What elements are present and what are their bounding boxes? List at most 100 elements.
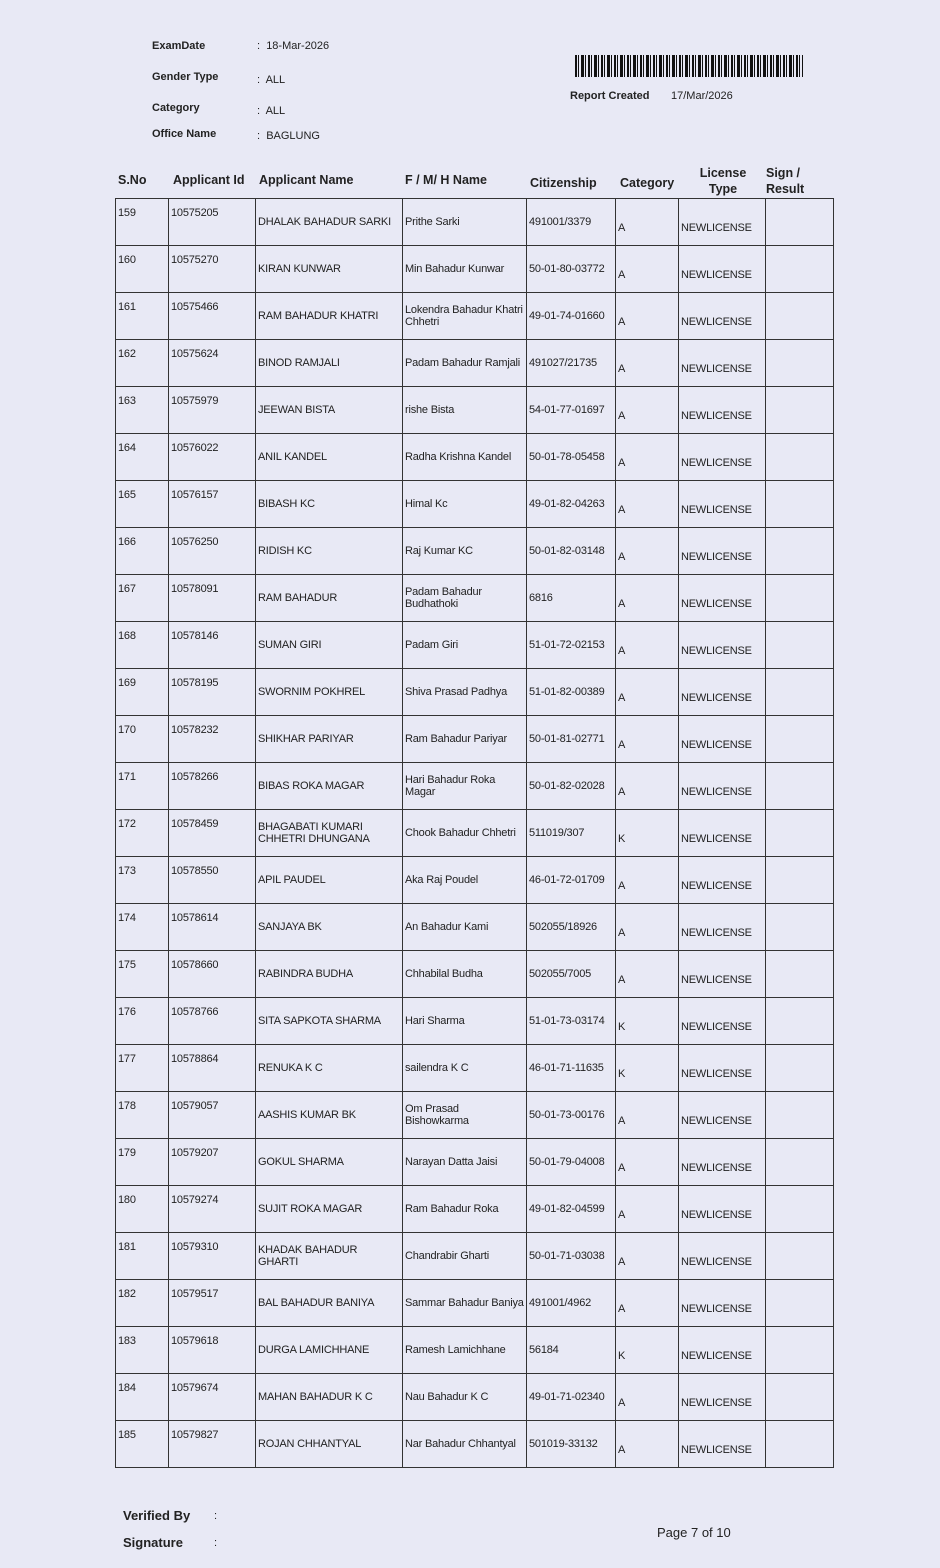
table-row: 171 10578266 BIBAS ROKA MAGAR Hari Bahadur … (115, 762, 834, 810)
cell-license-type: NEWLICENSE (678, 950, 766, 998)
cell-fmh-name: Hari Sharma (402, 997, 527, 1045)
cell-sno: 180 (115, 1185, 169, 1233)
report-created-label: Report Created (570, 90, 650, 102)
table-row: 160 10575270 KIRAN KUNWAR Min Bahadur Kunwa… (115, 245, 834, 293)
column-header-applicant-id: Applicant Id (173, 173, 245, 187)
cell-sno: 182 (115, 1279, 169, 1327)
cell-license-type: NEWLICENSE (678, 292, 766, 340)
cell-sign-result[interactable] (765, 574, 834, 622)
cell-citizenship: 49-01-71-02340 (526, 1373, 616, 1421)
cell-applicant-name: DHALAK BAHADUR SARKI (255, 198, 403, 246)
cell-applicant-name: AASHIS KUMAR BK (255, 1091, 403, 1139)
cell-sign-result[interactable] (765, 480, 834, 528)
cell-applicant-id: 10579274 (168, 1185, 256, 1233)
cell-sign-result[interactable] (765, 386, 834, 434)
cell-sign-result[interactable] (765, 1044, 834, 1092)
cell-sign-result[interactable] (765, 903, 834, 951)
report-meta: ExamDate: 18-Mar-2026 Gender Type: ALL C… (152, 40, 330, 142)
cell-sign-result[interactable] (765, 1420, 834, 1468)
signature-separator: : (214, 1537, 218, 1549)
cell-applicant-name: DURGA LAMICHHANE (255, 1326, 403, 1374)
cell-sign-result[interactable] (765, 245, 834, 293)
cell-sno: 181 (115, 1232, 169, 1280)
cell-category: A (615, 1138, 679, 1186)
page-number: Page 7 of 10 (657, 1525, 731, 1540)
cell-fmh-name: sailendra K C (402, 1044, 527, 1092)
cell-sno: 173 (115, 856, 169, 904)
cell-sign-result[interactable] (765, 856, 834, 904)
cell-license-type: NEWLICENSE (678, 433, 766, 481)
cell-sign-result[interactable] (765, 1279, 834, 1327)
cell-applicant-id: 10578614 (168, 903, 256, 951)
cell-category: K (615, 1326, 679, 1374)
table-row: 166 10576250 RIDISH KC Raj Kumar KC 50-01-82… (115, 527, 834, 575)
cell-sign-result[interactable] (765, 715, 834, 763)
report-created-date: 17/Mar/2026 (671, 90, 733, 102)
cell-sign-result[interactable] (765, 1185, 834, 1233)
cell-license-type: NEWLICENSE (678, 903, 766, 951)
cell-fmh-name: Ramesh Lamichhane (402, 1326, 527, 1374)
cell-sign-result[interactable] (765, 1138, 834, 1186)
cell-sign-result[interactable] (765, 1326, 834, 1374)
cell-citizenship: 51-01-72-02153 (526, 621, 616, 669)
cell-citizenship: 50-01-78-05458 (526, 433, 616, 481)
cell-sign-result[interactable] (765, 339, 834, 387)
cell-fmh-name: An Bahadur Kami (402, 903, 527, 951)
table-row: 185 10579827 ROJAN CHHANTYAL Nar Bahadur Ch… (115, 1420, 834, 1468)
cell-sno: 178 (115, 1091, 169, 1139)
cell-applicant-id: 10579310 (168, 1232, 256, 1280)
cell-sign-result[interactable] (765, 762, 834, 810)
cell-fmh-name: Chandrabir Gharti (402, 1232, 527, 1280)
cell-citizenship: 49-01-82-04599 (526, 1185, 616, 1233)
cell-category: K (615, 809, 679, 857)
cell-applicant-id: 10578550 (168, 856, 256, 904)
cell-applicant-id: 10575624 (168, 339, 256, 387)
cell-sign-result[interactable] (765, 997, 834, 1045)
cell-citizenship: 50-01-73-00176 (526, 1091, 616, 1139)
cell-sign-result[interactable] (765, 809, 834, 857)
cell-fmh-name: Hari Bahadur Roka Magar (402, 762, 527, 810)
cell-sno: 162 (115, 339, 169, 387)
cell-fmh-name: Sammar Bahadur Baniya (402, 1279, 527, 1327)
cell-sign-result[interactable] (765, 527, 834, 575)
cell-sno: 172 (115, 809, 169, 857)
verified-by-separator: : (214, 1510, 218, 1522)
cell-applicant-id: 10575270 (168, 245, 256, 293)
table-row: 178 10579057 AASHIS KUMAR BK Om Prasad Bish… (115, 1091, 834, 1139)
cell-sign-result[interactable] (765, 1373, 834, 1421)
cell-sno: 170 (115, 715, 169, 763)
cell-category: A (615, 1232, 679, 1280)
cell-category: A (615, 668, 679, 716)
cell-sign-result[interactable] (765, 1091, 834, 1139)
cell-license-type: NEWLICENSE (678, 997, 766, 1045)
cell-category: A (615, 715, 679, 763)
cell-sign-result[interactable] (765, 292, 834, 340)
cell-applicant-name: ANIL KANDEL (255, 433, 403, 481)
cell-citizenship: 50-01-71-03038 (526, 1232, 616, 1280)
cell-sign-result[interactable] (765, 950, 834, 998)
cell-sign-result[interactable] (765, 433, 834, 481)
cell-license-type: NEWLICENSE (678, 1232, 766, 1280)
cell-sign-result[interactable] (765, 621, 834, 669)
cell-applicant-name: RENUKA K C (255, 1044, 403, 1092)
cell-applicant-name: SUJIT ROKA MAGAR (255, 1185, 403, 1233)
cell-sno: 185 (115, 1420, 169, 1468)
cell-fmh-name: Radha Krishna Kandel (402, 433, 527, 481)
cell-applicant-id: 10575205 (168, 198, 256, 246)
cell-license-type: NEWLICENSE (678, 856, 766, 904)
cell-citizenship: 49-01-74-01660 (526, 292, 616, 340)
cell-citizenship: 511019/307 (526, 809, 616, 857)
cell-applicant-name: ROJAN CHHANTYAL (255, 1420, 403, 1468)
column-header-sno: S.No (118, 173, 147, 187)
cell-category: A (615, 292, 679, 340)
cell-category: A (615, 1373, 679, 1421)
cell-fmh-name: Himal Kc (402, 480, 527, 528)
cell-sign-result[interactable] (765, 198, 834, 246)
cell-sign-result[interactable] (765, 668, 834, 716)
cell-applicant-id: 10579207 (168, 1138, 256, 1186)
cell-license-type: NEWLICENSE (678, 1326, 766, 1374)
cell-fmh-name: Aka Raj Poudel (402, 856, 527, 904)
cell-sign-result[interactable] (765, 1232, 834, 1280)
cell-fmh-name: Chook Bahadur Chhetri (402, 809, 527, 857)
cell-sno: 168 (115, 621, 169, 669)
